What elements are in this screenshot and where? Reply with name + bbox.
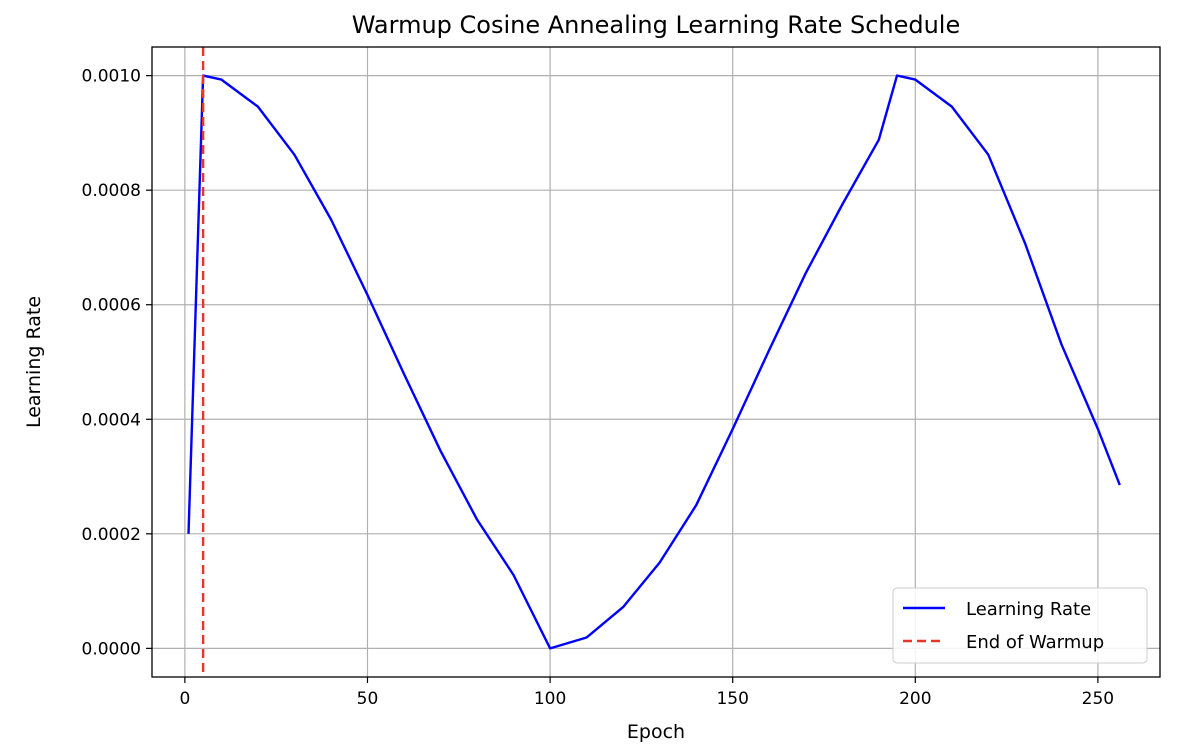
legend-box xyxy=(892,587,1148,664)
x-tick-label: 0 xyxy=(179,689,190,709)
axes-frame xyxy=(151,46,1161,678)
y-axis-label: Learning Rate xyxy=(23,296,45,428)
legend: Learning Rate End of Warmup xyxy=(892,587,1148,664)
legend-label-end-of-warmup: End of Warmup xyxy=(966,632,1104,653)
learning-rate-line xyxy=(187,74,1121,650)
x-tick-label: 200 xyxy=(899,689,931,709)
x-tick-label: 50 xyxy=(357,689,379,709)
y-tick-label: 0.0004 xyxy=(82,410,141,430)
x-tick-label: 150 xyxy=(716,689,748,709)
plot-area xyxy=(187,47,1121,677)
y-tick-label: 0.0002 xyxy=(82,525,141,545)
y-tick-label: 0.0010 xyxy=(82,67,141,87)
y-tick-label: 0.0008 xyxy=(82,181,141,201)
y-tick-label: 0.0006 xyxy=(82,296,141,316)
grid xyxy=(152,47,1160,677)
legend-label-learning-rate: Learning Rate xyxy=(966,599,1091,620)
x-tick-label: 250 xyxy=(1082,689,1114,709)
x-tick-label: 100 xyxy=(534,689,566,709)
chart-title: Warmup Cosine Annealing Learning Rate Sc… xyxy=(352,11,961,39)
x-axis-ticks: 0 50 100 150 200 250 xyxy=(179,677,1114,709)
y-tick-label: 0.0000 xyxy=(82,639,141,659)
y-axis-ticks: 0.0000 0.0002 0.0004 0.0006 0.0008 0.0010 xyxy=(82,67,152,659)
x-axis-label: Epoch xyxy=(627,721,685,743)
